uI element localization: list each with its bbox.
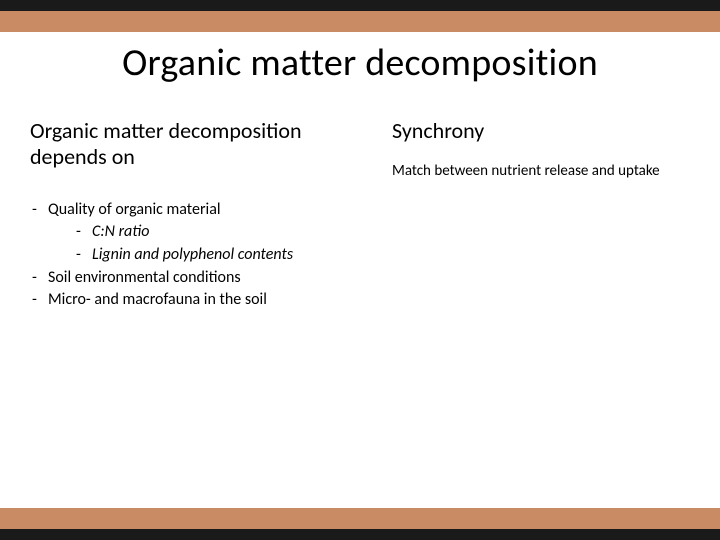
left-column: Organic matter decomposition depends on …	[30, 118, 370, 312]
list-item: - C:N ratio	[74, 221, 370, 243]
slide-title: Organic matter decomposition	[0, 40, 720, 86]
bullet-dash: -	[30, 199, 48, 221]
left-heading: Organic matter decomposition depends on	[30, 118, 370, 171]
top-dark-band	[0, 0, 720, 11]
list-item-text: Lignin and polyphenol contents	[92, 244, 293, 266]
bullet-dash: -	[74, 244, 92, 266]
list-item: - Soil environmental conditions	[30, 267, 370, 289]
list-item: - Quality of organic material	[30, 199, 370, 221]
bottom-bar	[0, 508, 720, 540]
left-list: - Quality of organic material - C:N rati…	[30, 199, 370, 311]
top-orange-band	[0, 11, 720, 32]
bottom-orange-band	[0, 508, 720, 529]
list-item-text: Quality of organic material	[48, 199, 221, 221]
right-subtext: Match between nutrient release and uptak…	[392, 162, 702, 180]
sub-list: - C:N ratio - Lignin and polyphenol cont…	[30, 221, 370, 265]
bullet-dash: -	[30, 267, 48, 289]
top-bar	[0, 0, 720, 32]
right-column: Synchrony Match between nutrient release…	[392, 118, 702, 180]
bullet-dash: -	[74, 221, 92, 243]
bullet-dash: -	[30, 289, 48, 311]
right-heading: Synchrony	[392, 118, 702, 144]
bottom-dark-band	[0, 529, 720, 540]
list-item: - Micro- and macrofauna in the soil	[30, 289, 370, 311]
list-item-text: C:N ratio	[92, 221, 149, 243]
list-item: - Lignin and polyphenol contents	[74, 244, 370, 266]
slide: Organic matter decomposition Organic mat…	[0, 0, 720, 540]
list-item-text: Soil environmental conditions	[48, 267, 241, 289]
list-item-text: Micro- and macrofauna in the soil	[48, 289, 267, 311]
